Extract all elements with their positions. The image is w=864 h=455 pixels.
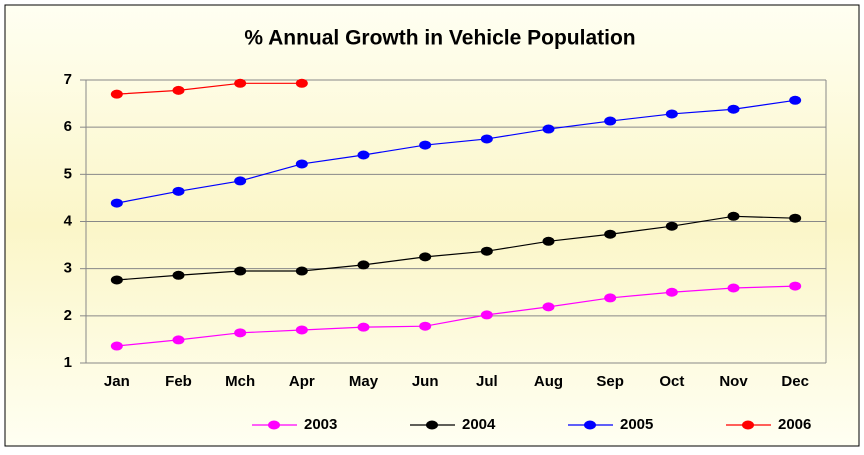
data-point: [110, 341, 123, 351]
data-point: [234, 176, 247, 186]
chart-frame: [4, 4, 860, 447]
x-tick-label: Jan: [104, 373, 130, 390]
y-tick-label: 6: [64, 118, 72, 135]
y-tick-label: 3: [64, 260, 72, 277]
x-tick-label: Dec: [781, 373, 809, 390]
x-tick-label: Oct: [659, 373, 684, 390]
data-point: [234, 78, 247, 88]
data-point: [419, 252, 432, 262]
y-tick-label: 4: [64, 212, 73, 229]
data-point: [665, 221, 678, 231]
series-line: [116, 215, 796, 281]
data-point: [727, 104, 740, 114]
series-line: [116, 82, 302, 95]
x-tick-label: Jun: [412, 373, 439, 390]
chart-title: % Annual Growth in Vehicle Population: [244, 27, 635, 50]
data-point: [419, 140, 432, 150]
y-tick-label: 5: [64, 165, 72, 182]
data-point: [234, 266, 247, 276]
data-point: [110, 198, 123, 208]
data-point: [604, 293, 617, 303]
y-tick-label: 1: [64, 354, 72, 371]
data-point: [480, 134, 493, 144]
series-line: [116, 99, 796, 204]
data-point: [542, 236, 555, 246]
data-point: [234, 328, 247, 338]
data-point: [295, 78, 308, 88]
x-tick-label: Mch: [225, 373, 255, 390]
legend-marker: [268, 420, 280, 430]
data-point: [295, 266, 308, 276]
data-point: [172, 85, 185, 95]
y-tick-label: 2: [64, 307, 72, 324]
data-point: [727, 211, 740, 221]
data-point: [172, 335, 185, 345]
data-point: [665, 109, 678, 119]
legend-marker: [742, 420, 754, 430]
legend-label: 2006: [778, 416, 811, 433]
x-tick-label: May: [349, 373, 379, 390]
x-tick-label: Jul: [476, 373, 498, 390]
data-point: [110, 275, 123, 285]
data-point: [419, 321, 432, 331]
data-point: [542, 302, 555, 312]
data-point: [295, 325, 308, 335]
data-point: [295, 159, 308, 169]
data-point: [480, 310, 493, 320]
x-tick-label: Feb: [165, 373, 192, 390]
data-point: [542, 124, 555, 134]
data-point: [357, 150, 370, 160]
data-point: [172, 186, 185, 196]
legend-label: 2005: [620, 416, 653, 433]
x-tick-label: Nov: [719, 373, 748, 390]
data-point: [357, 260, 370, 270]
legend-marker: [584, 420, 596, 430]
x-tick-label: Sep: [596, 373, 624, 390]
data-point: [665, 287, 678, 297]
legend-label: 2003: [304, 416, 337, 433]
data-point: [110, 89, 123, 99]
data-point: [604, 116, 617, 126]
data-point: [789, 213, 802, 223]
x-tick-label: Aug: [534, 373, 563, 390]
series-line: [116, 285, 796, 347]
legend-marker: [426, 420, 438, 430]
data-point: [789, 95, 802, 105]
data-point: [480, 246, 493, 256]
legend-label: 2004: [462, 416, 496, 433]
data-point: [727, 283, 740, 293]
y-tick-label: 7: [64, 71, 72, 88]
data-point: [172, 270, 185, 280]
data-point: [604, 229, 617, 239]
data-point: [357, 322, 370, 332]
x-tick-label: Apr: [289, 373, 315, 390]
data-point: [789, 281, 802, 291]
